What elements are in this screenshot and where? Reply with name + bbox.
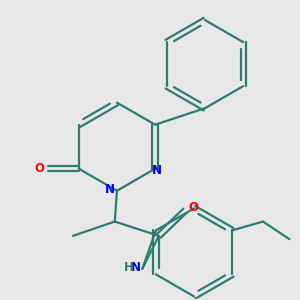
Text: O: O (188, 201, 199, 214)
Text: N: N (152, 164, 162, 177)
Text: N: N (130, 261, 141, 274)
Text: N: N (105, 183, 116, 196)
Text: H: H (124, 261, 134, 274)
Text: O: O (35, 162, 45, 175)
